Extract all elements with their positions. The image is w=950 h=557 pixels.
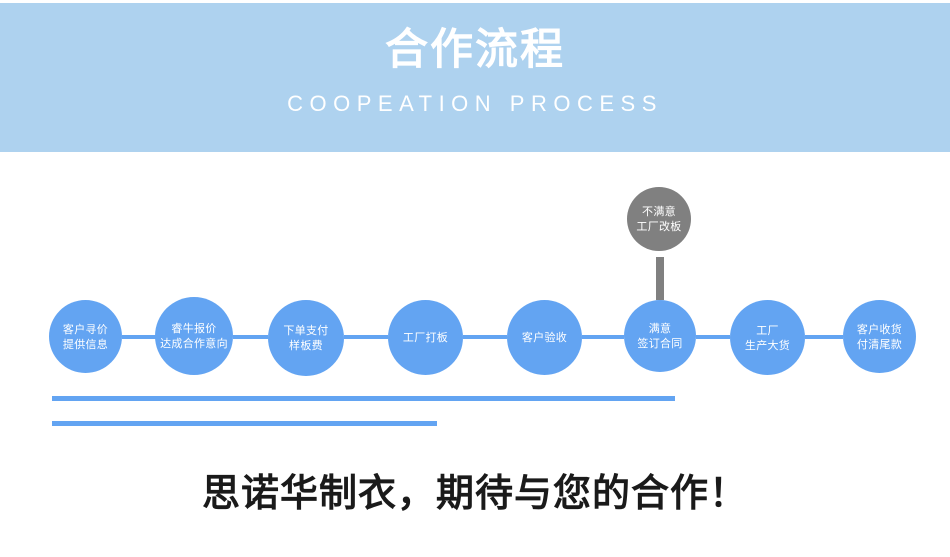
page-subtitle: COOPEATION PROCESS <box>287 91 663 116</box>
flow-node-step-8-line2: 付清尾款 <box>856 337 903 351</box>
flow-node-branch-rework-line2: 工厂改板 <box>636 220 682 233</box>
flow-node-step-8[interactable]: 客户收货 付清尾款 <box>843 300 916 373</box>
flow-node-step-3[interactable]: 下单支付 样板费 <box>268 300 344 376</box>
process-flow-diagram: 不满意 工厂改板 客户寻价 提供信息 睿牛报价 达成合作意向 下单支付 样板费 … <box>0 152 950 557</box>
flow-node-step-1-line2: 提供信息 <box>62 337 109 351</box>
flow-node-step-3-line1: 下单支付 <box>283 324 329 337</box>
flow-connector-7-8 <box>805 335 843 339</box>
flow-node-step-7[interactable]: 工厂 生产大货 <box>730 300 805 375</box>
flow-node-step-1[interactable]: 客户寻价 提供信息 <box>49 300 122 373</box>
flow-connector-5-6 <box>582 335 624 339</box>
flow-node-step-8-line1: 客户收货 <box>856 322 903 336</box>
flow-node-step-7-line2: 生产大货 <box>744 338 791 352</box>
flow-node-step-2-line1: 睿牛报价 <box>171 322 217 335</box>
footer-slogan: 思诺华制衣，期待与您的合作！ <box>201 470 748 515</box>
flow-connector-1-2 <box>122 335 156 339</box>
flow-connector-4-5 <box>463 335 507 339</box>
flow-node-step-2[interactable]: 睿牛报价 达成合作意向 <box>155 297 233 375</box>
flow-node-step-2-line2: 达成合作意向 <box>160 337 228 350</box>
flow-node-branch-rework[interactable]: 不满意 工厂改板 <box>627 187 691 251</box>
flow-connector-branch-vertical <box>656 257 664 300</box>
flow-node-step-7-line1: 工厂 <box>756 323 779 337</box>
flow-node-step-5-line1: 客户验收 <box>521 331 568 344</box>
flow-connector-6-7 <box>696 335 730 339</box>
flow-node-branch-rework-line1: 不满意 <box>642 205 676 218</box>
flow-node-step-4-line1: 工厂打板 <box>402 331 449 344</box>
page-title: 合作流程 <box>385 25 565 75</box>
flow-connector-2-3 <box>233 335 268 339</box>
flow-node-step-6-line2: 签订合同 <box>637 337 683 350</box>
flow-node-step-6[interactable]: 满意 签订合同 <box>624 300 696 372</box>
flow-node-step-6-line1: 满意 <box>648 322 672 335</box>
flow-node-step-3-line2: 样板费 <box>289 339 323 352</box>
accent-rule-lower <box>52 421 437 426</box>
header-band: 合作流程 COOPEATION PROCESS <box>0 3 950 152</box>
accent-rule-upper <box>52 396 675 401</box>
flow-connector-3-4 <box>344 335 388 339</box>
flow-node-step-5[interactable]: 客户验收 <box>507 300 582 375</box>
flow-node-step-1-line1: 客户寻价 <box>62 322 109 336</box>
flow-node-step-4[interactable]: 工厂打板 <box>388 300 463 375</box>
